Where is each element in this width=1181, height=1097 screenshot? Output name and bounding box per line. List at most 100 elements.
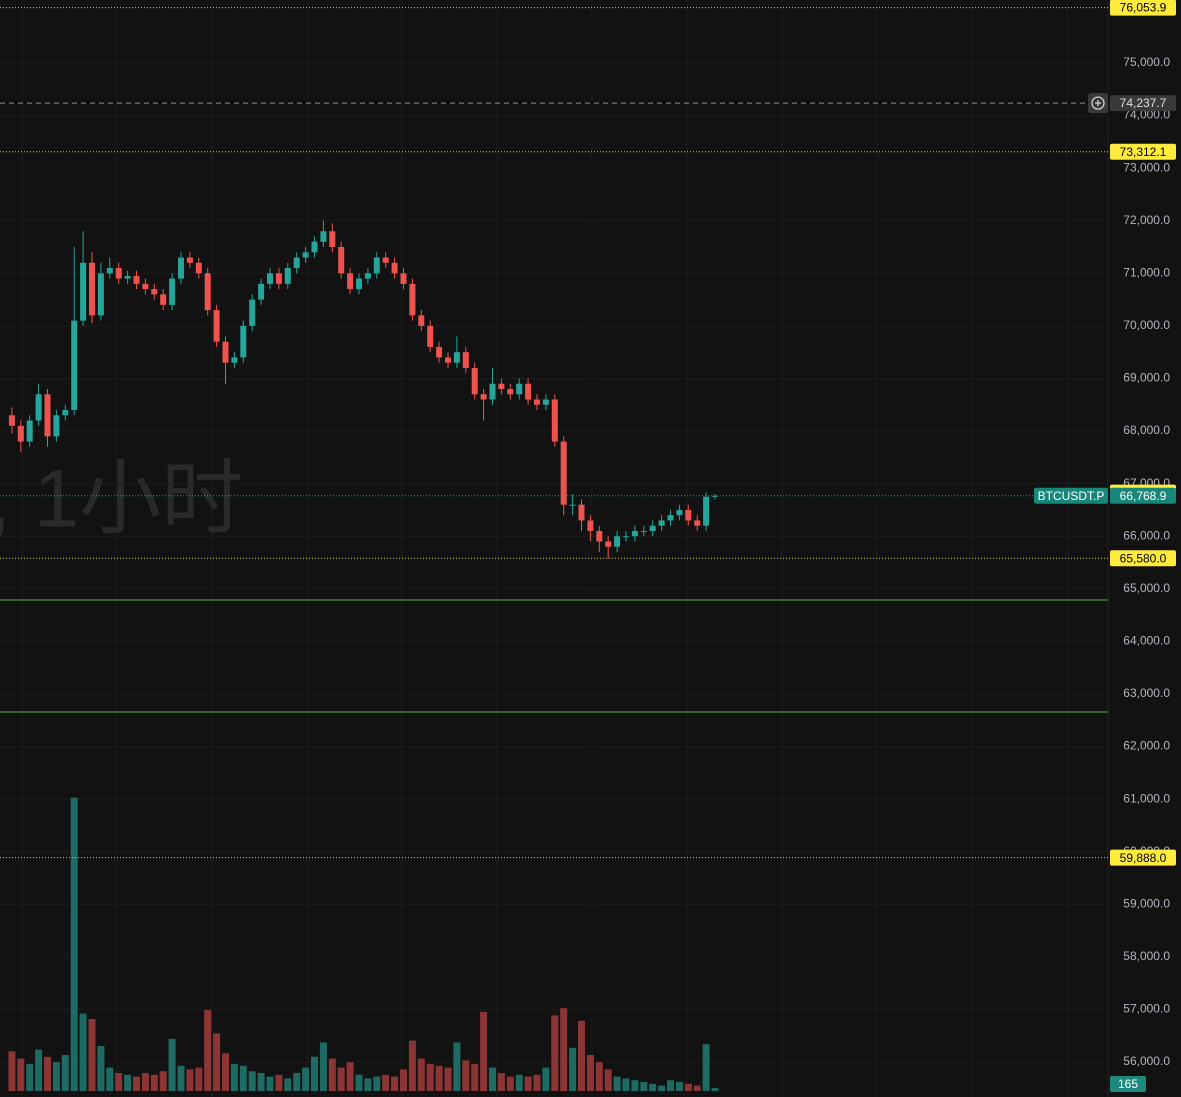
- candle-body: [587, 520, 594, 531]
- candle-body: [694, 520, 701, 526]
- volume-bar: [622, 1078, 630, 1091]
- candle-body: [391, 262, 398, 274]
- candle-body: [311, 241, 318, 253]
- candle-body: [258, 283, 265, 300]
- volume-bar: [319, 1042, 327, 1091]
- candle-body: [534, 399, 540, 405]
- volume-bar: [417, 1058, 425, 1091]
- candle-body: [453, 352, 460, 363]
- level-label: 59,888.0: [1120, 851, 1167, 865]
- candle-body: [195, 262, 202, 274]
- candle-body: [222, 341, 229, 363]
- y-tick-label: 64,000.0: [1123, 634, 1170, 648]
- volume-bar: [658, 1085, 666, 1091]
- level-label: 73,312.1: [1120, 145, 1167, 159]
- volume-bar: [52, 1062, 60, 1091]
- volume-bar: [186, 1069, 194, 1091]
- current-price-label-bg: [1110, 487, 1176, 504]
- candle-body: [186, 257, 193, 263]
- volume-bar: [150, 1074, 158, 1091]
- y-tick-label: 71,000.0: [1123, 265, 1170, 279]
- volume-bar: [640, 1082, 648, 1091]
- volume-bar: [675, 1082, 683, 1091]
- volume-bar: [711, 1088, 719, 1091]
- candle-body: [703, 496, 710, 526]
- volume-bar: [284, 1078, 292, 1091]
- candle-body: [480, 394, 487, 400]
- candle-body: [204, 273, 211, 311]
- y-tick-label: 62,000.0: [1123, 739, 1170, 753]
- candle-body: [676, 509, 683, 516]
- volume-bar: [435, 1065, 443, 1091]
- candle-body: [44, 394, 51, 437]
- candle-body: [97, 273, 104, 316]
- volume-bar: [364, 1078, 372, 1091]
- candle-body: [640, 530, 647, 532]
- candle-body: [400, 273, 407, 284]
- candle-body: [293, 257, 300, 269]
- symbol-label: BTCUSDT.P: [1038, 489, 1105, 503]
- y-tick-label: 69,000.0: [1123, 371, 1170, 385]
- volume-bar: [693, 1085, 701, 1091]
- candle-body: [658, 520, 665, 526]
- volume-bar: [515, 1074, 523, 1091]
- volume-bar: [35, 1049, 43, 1091]
- candle-body: [124, 275, 131, 279]
- alert-icon: [1091, 96, 1105, 110]
- current-price-label: 66,768.9: [1120, 489, 1167, 503]
- level-label-bg: [1110, 143, 1176, 160]
- volume-bar: [578, 1020, 585, 1091]
- candle-body: [462, 352, 469, 368]
- y-tick-label: 75,000.0: [1123, 55, 1170, 69]
- volume-bar: [230, 1064, 238, 1091]
- volume-label-bg: [1110, 1076, 1146, 1092]
- volume-bar: [453, 1042, 461, 1091]
- candle-body: [667, 515, 674, 521]
- volume-bar: [489, 1067, 496, 1091]
- candle-body: [338, 247, 345, 274]
- volume-bar: [213, 1033, 221, 1091]
- y-tick-label: 72,000.0: [1123, 213, 1170, 227]
- volume-bar: [444, 1067, 452, 1091]
- candle-body: [507, 388, 514, 395]
- volume-bar: [106, 1067, 114, 1091]
- volume-bar: [115, 1073, 123, 1091]
- candle-body: [53, 415, 60, 437]
- level-label: 76,053.9: [1120, 1, 1167, 15]
- alert-label: 74,237.7: [1120, 96, 1167, 110]
- alert-icon-plus: [1095, 100, 1101, 107]
- y-tick-label: 73,000.0: [1123, 160, 1170, 174]
- candle-body: [427, 325, 434, 347]
- candle-body: [623, 536, 629, 538]
- volume-bar: [649, 1083, 657, 1091]
- candle-body: [62, 410, 69, 416]
- candle-body: [115, 268, 122, 279]
- candle-body: [133, 275, 140, 284]
- volume-bar: [604, 1069, 612, 1091]
- volume-bar: [8, 1051, 16, 1091]
- volume-bar: [595, 1062, 603, 1091]
- candle-body: [151, 289, 158, 295]
- candle-body: [71, 320, 78, 411]
- volume-bar: [382, 1074, 390, 1091]
- volume-bar: [97, 1046, 105, 1091]
- candle-body: [356, 278, 362, 290]
- volume-bar: [355, 1074, 363, 1091]
- volume-bar: [408, 1040, 416, 1091]
- y-tick-label: 63,000.0: [1123, 686, 1170, 700]
- volume-bar: [391, 1076, 399, 1091]
- candle-body: [631, 530, 638, 537]
- volume-bar: [168, 1038, 176, 1091]
- volume-bar: [79, 1013, 87, 1091]
- candle-body: [302, 252, 309, 258]
- candle-body: [160, 294, 167, 305]
- volume-bar: [133, 1076, 140, 1091]
- candle-body: [17, 425, 24, 442]
- candle-body: [569, 504, 576, 506]
- volume-bar: [61, 1055, 69, 1091]
- candle-body: [329, 231, 336, 248]
- candle-body: [89, 262, 95, 316]
- candle-body: [649, 525, 656, 531]
- volume-bar: [302, 1067, 310, 1091]
